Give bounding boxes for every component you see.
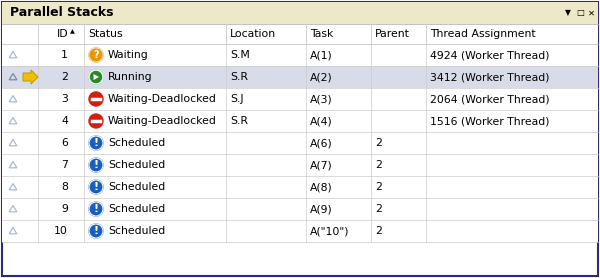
Text: 2: 2 — [375, 204, 382, 214]
Text: A(4): A(4) — [310, 116, 333, 126]
Text: !: ! — [94, 160, 98, 170]
Text: Task: Task — [310, 29, 334, 39]
Text: ID: ID — [56, 29, 68, 39]
Text: 9: 9 — [61, 204, 68, 214]
Text: 8: 8 — [61, 182, 68, 192]
Text: 2: 2 — [375, 138, 382, 148]
Text: 7: 7 — [61, 160, 68, 170]
Text: A(8): A(8) — [310, 182, 333, 192]
FancyBboxPatch shape — [2, 176, 598, 198]
Circle shape — [89, 70, 103, 84]
Circle shape — [89, 180, 103, 194]
Circle shape — [91, 72, 101, 82]
Circle shape — [89, 48, 103, 62]
Text: A(7): A(7) — [310, 160, 333, 170]
Text: Waiting: Waiting — [108, 50, 149, 60]
Text: 6: 6 — [61, 138, 68, 148]
Text: 4924 (Worker Thread): 4924 (Worker Thread) — [430, 50, 550, 60]
Text: ▼: ▼ — [565, 9, 571, 18]
Text: S.M: S.M — [230, 50, 250, 60]
Text: 2: 2 — [375, 226, 382, 236]
Text: Scheduled: Scheduled — [108, 226, 165, 236]
Text: 10: 10 — [54, 226, 68, 236]
FancyBboxPatch shape — [2, 154, 598, 176]
FancyBboxPatch shape — [2, 110, 598, 132]
Text: !: ! — [94, 225, 98, 235]
Text: Running: Running — [108, 72, 152, 82]
Text: S.R: S.R — [230, 116, 248, 126]
Text: !: ! — [94, 182, 98, 192]
Text: 2: 2 — [375, 160, 382, 170]
Text: 4: 4 — [61, 116, 68, 126]
Circle shape — [89, 92, 103, 106]
FancyBboxPatch shape — [2, 2, 598, 24]
Text: A("10"): A("10") — [310, 226, 349, 236]
Text: ?: ? — [93, 50, 99, 60]
Circle shape — [89, 114, 103, 128]
Text: A(1): A(1) — [310, 50, 333, 60]
Text: Waiting-Deadlocked: Waiting-Deadlocked — [108, 116, 217, 126]
Text: S.J: S.J — [230, 94, 244, 104]
Text: A(6): A(6) — [310, 138, 333, 148]
Circle shape — [89, 136, 103, 150]
FancyBboxPatch shape — [2, 132, 598, 154]
Text: ✕: ✕ — [587, 9, 595, 18]
Text: ▲: ▲ — [70, 29, 75, 34]
Polygon shape — [94, 74, 99, 80]
Text: □: □ — [576, 9, 584, 18]
Text: S.R: S.R — [230, 72, 248, 82]
Text: Scheduled: Scheduled — [108, 182, 165, 192]
Circle shape — [89, 202, 103, 216]
FancyBboxPatch shape — [2, 44, 598, 66]
Text: 1: 1 — [61, 50, 68, 60]
Text: !: ! — [94, 138, 98, 148]
Circle shape — [89, 224, 103, 238]
Text: Status: Status — [88, 29, 122, 39]
Text: Waiting-Deadlocked: Waiting-Deadlocked — [108, 94, 217, 104]
Text: A(9): A(9) — [310, 204, 333, 214]
Text: 3412 (Worker Thread): 3412 (Worker Thread) — [430, 72, 550, 82]
Polygon shape — [23, 70, 38, 84]
Text: A(2): A(2) — [310, 72, 333, 82]
FancyBboxPatch shape — [2, 24, 598, 44]
FancyBboxPatch shape — [2, 198, 598, 220]
Text: !: ! — [94, 203, 98, 214]
Text: A(3): A(3) — [310, 94, 333, 104]
FancyBboxPatch shape — [2, 88, 598, 110]
Circle shape — [89, 158, 103, 172]
FancyBboxPatch shape — [2, 2, 598, 276]
Text: Parallel Stacks: Parallel Stacks — [10, 6, 113, 19]
Text: 2064 (Worker Thread): 2064 (Worker Thread) — [430, 94, 550, 104]
Text: Parent: Parent — [375, 29, 410, 39]
Text: Thread Assignment: Thread Assignment — [430, 29, 536, 39]
Text: Scheduled: Scheduled — [108, 138, 165, 148]
Text: Location: Location — [230, 29, 276, 39]
Text: 3: 3 — [61, 94, 68, 104]
Text: 2: 2 — [61, 72, 68, 82]
FancyBboxPatch shape — [2, 220, 598, 242]
Text: 2: 2 — [375, 182, 382, 192]
FancyBboxPatch shape — [2, 66, 598, 88]
Text: 1516 (Worker Thread): 1516 (Worker Thread) — [430, 116, 550, 126]
Text: Scheduled: Scheduled — [108, 204, 165, 214]
Text: Scheduled: Scheduled — [108, 160, 165, 170]
